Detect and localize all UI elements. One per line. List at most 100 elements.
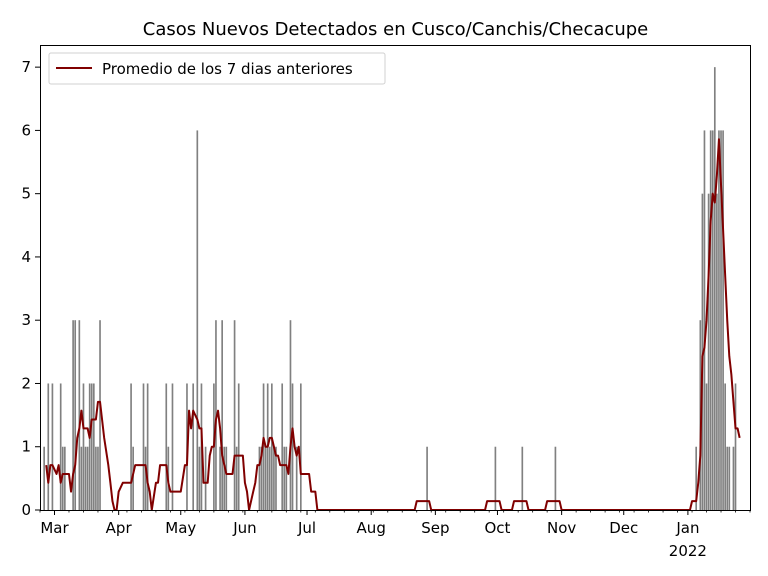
bar — [711, 130, 714, 510]
bar — [728, 446, 731, 510]
bar — [281, 383, 284, 510]
bar — [74, 320, 77, 510]
bar — [61, 446, 64, 510]
y-tick-label: 0 — [21, 501, 31, 519]
bar — [695, 446, 698, 510]
bar — [273, 446, 275, 510]
bar — [142, 383, 145, 510]
bar — [51, 383, 54, 510]
bar — [521, 446, 524, 510]
bar — [426, 446, 428, 510]
bar — [734, 383, 737, 510]
bar — [204, 446, 207, 510]
bar — [192, 383, 195, 510]
bar — [258, 446, 261, 510]
x-tick-label: Oct — [484, 519, 510, 537]
bar — [262, 383, 265, 510]
x-tick-label: May — [165, 519, 196, 537]
bar — [198, 446, 201, 510]
bar — [64, 446, 66, 510]
y-axis: 0 1 2 3 4 5 6 7 — [21, 58, 40, 519]
x-tick-label: Jun — [232, 519, 256, 537]
bar — [92, 383, 95, 510]
bar — [72, 320, 74, 510]
bar — [275, 446, 277, 510]
y-tick-label: 4 — [21, 248, 31, 266]
bar — [707, 193, 710, 511]
x-tick-label: Jan — [675, 519, 699, 537]
bar — [132, 446, 134, 510]
moving-average-line — [45, 138, 741, 511]
bar — [237, 383, 240, 510]
y-tick-label: 5 — [21, 185, 31, 203]
bar — [718, 130, 720, 510]
x-tick-label: Sep — [421, 519, 449, 537]
bar — [295, 446, 298, 510]
bar — [703, 130, 706, 510]
bar — [47, 383, 50, 510]
x-tick-label: Apr — [106, 519, 133, 537]
bar — [709, 130, 712, 510]
legend-label: Promedio de los 7 dias anteriores — [102, 60, 353, 78]
bar — [225, 446, 228, 510]
bar — [271, 383, 273, 510]
bar — [88, 383, 91, 510]
x-tick-label: Aug — [357, 519, 386, 537]
bar — [713, 67, 716, 510]
bar — [130, 383, 132, 510]
y-tick-label: 7 — [21, 58, 31, 76]
bar — [165, 383, 168, 510]
bar — [732, 446, 735, 510]
y-tick-label: 3 — [21, 311, 31, 329]
x-axis: Mar Apr May Jun Jul Aug Sep Oct Nov Dec Jan 2022 — [39, 510, 751, 560]
bar — [99, 320, 101, 510]
bar — [716, 193, 718, 511]
bar — [722, 130, 724, 510]
bar — [171, 383, 174, 510]
bar — [196, 130, 199, 510]
x-tick-label: Nov — [547, 519, 576, 537]
bar — [97, 446, 99, 510]
bar — [726, 446, 729, 510]
y-tick-label: 6 — [21, 121, 31, 139]
bar — [283, 446, 286, 510]
bar — [291, 383, 294, 510]
legend-box — [48, 52, 386, 85]
bar — [84, 446, 87, 510]
bar — [82, 383, 85, 510]
y-tick-label: 2 — [21, 374, 31, 392]
y-tick-label: 1 — [21, 438, 31, 456]
bar — [299, 383, 302, 510]
bar — [144, 446, 147, 510]
bar — [233, 320, 236, 510]
plot-frame — [40, 45, 751, 511]
x-tick-label: Jul — [297, 519, 316, 537]
bar — [724, 383, 726, 510]
bar — [235, 446, 238, 510]
bar — [705, 383, 708, 510]
x-tick-label: Dec — [609, 519, 638, 537]
bar — [554, 446, 557, 510]
bar — [701, 193, 704, 511]
bar — [59, 383, 62, 510]
bar — [285, 446, 288, 510]
x-tick-label: Mar — [40, 519, 69, 537]
bar — [268, 446, 271, 510]
bar — [90, 383, 93, 510]
bar — [260, 446, 263, 510]
legend: Promedio de los 7 dias anteriores — [48, 52, 386, 85]
line-series — [45, 138, 741, 511]
bar — [223, 446, 226, 510]
bar-series — [43, 67, 737, 511]
chart-title: Casos Nuevos Detectados en Cusco/Canchis… — [143, 19, 648, 40]
bar — [78, 320, 81, 510]
bar — [86, 446, 89, 510]
bar — [720, 130, 722, 510]
bar — [289, 320, 292, 510]
bar — [95, 446, 97, 510]
bar — [146, 383, 149, 510]
bar — [221, 320, 223, 510]
bar — [264, 446, 267, 510]
bar — [219, 446, 221, 510]
